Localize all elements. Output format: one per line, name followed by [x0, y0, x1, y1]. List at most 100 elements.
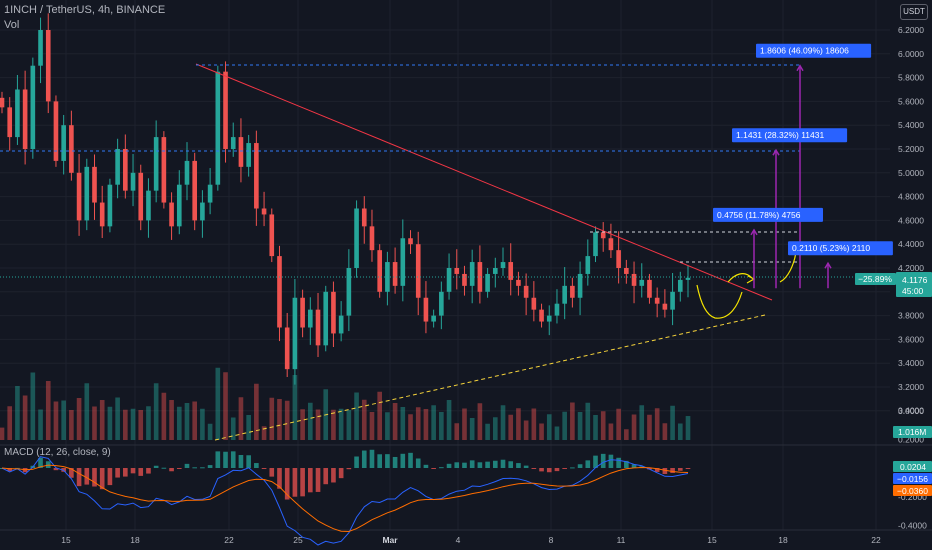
candle-body	[516, 279, 521, 286]
candle-body	[423, 297, 429, 322]
candle-body	[38, 30, 43, 66]
price-tick-label: 5.6000	[898, 96, 924, 106]
volume-bar	[346, 410, 352, 440]
drawings[interactable]: 1.8606 (46.09%) 18606 1.1431 (28.32%) 114…	[0, 43, 893, 441]
volume-bar	[69, 410, 74, 440]
macd-tick-label: 0.2000	[898, 434, 924, 444]
macd-hist-bar	[577, 464, 583, 468]
price-tick-label: 3.0000	[898, 406, 924, 416]
ascending-support-line[interactable]	[214, 314, 766, 441]
currency-button[interactable]: USDT	[900, 4, 928, 20]
volume-bar	[192, 401, 198, 440]
volume-bar	[161, 392, 167, 440]
change-badge-text: −25.89%	[858, 274, 892, 284]
price-tick-label: 4.2000	[898, 263, 924, 273]
volume-bar	[492, 417, 498, 440]
volume-bar	[169, 400, 174, 440]
candle-body	[431, 315, 436, 322]
volume-bar	[238, 397, 244, 440]
volume-bar	[385, 412, 390, 440]
grid	[0, 0, 890, 530]
time-tick-label: 22	[871, 535, 881, 545]
candle-body	[45, 30, 51, 102]
volume-bar	[400, 407, 406, 440]
macd-hist-bar	[685, 468, 691, 469]
macd-hist-bar	[477, 462, 483, 468]
candle-body	[639, 279, 645, 286]
candle-body	[69, 125, 74, 173]
candle-body	[269, 214, 275, 257]
macd-pane	[0, 449, 691, 546]
candle-body	[323, 291, 329, 346]
time-tick-label: 11	[617, 535, 626, 545]
price-tick-label: 5.4000	[898, 120, 924, 130]
target-label-box	[713, 207, 823, 222]
macd-hist-bar	[677, 468, 683, 471]
volume-bar	[439, 412, 444, 440]
candle-body	[192, 160, 198, 221]
time-axis[interactable]: 15 18 22 25 Mar 4 8 11 15 18 22	[61, 535, 881, 545]
macd-hist-bar	[570, 467, 575, 469]
volume-bar	[123, 409, 128, 440]
candle-body	[354, 208, 359, 268]
countdown-text: 45:00	[902, 286, 924, 296]
macd-hist-bar	[408, 452, 413, 468]
volume-bar	[570, 402, 575, 440]
macd-hist-bar	[369, 449, 375, 468]
volume-bar	[585, 402, 591, 440]
macd-hist-bar	[585, 460, 591, 468]
macd-hist-bar	[115, 468, 120, 478]
macd-hist-bar	[469, 460, 475, 468]
volume-bar	[300, 409, 305, 440]
macd-hist-bar	[562, 468, 567, 469]
volume-bar	[76, 398, 82, 440]
macd-hist-bar	[38, 457, 43, 468]
time-tick-label: 18	[778, 535, 788, 545]
target-label-box	[788, 241, 893, 256]
volume-pane	[0, 367, 691, 440]
candle-body	[685, 277, 691, 280]
macd-hist-bar	[616, 457, 621, 468]
volume-bar	[415, 407, 421, 440]
volume-bar	[146, 406, 151, 440]
candle-body	[138, 172, 144, 221]
candle-body	[92, 166, 97, 203]
macd-hist-bar	[554, 468, 560, 472]
macd-hist-bar	[608, 454, 614, 468]
price-tick-label: 5.2000	[898, 144, 924, 154]
price-tick-label: 6.2000	[898, 25, 924, 35]
macd-line	[1, 456, 689, 546]
macd-line-badge: −0.0156	[893, 473, 932, 484]
volume-bar	[616, 408, 621, 440]
candle-body	[415, 244, 421, 298]
candle-body	[277, 256, 282, 328]
candle-body	[207, 184, 213, 203]
volume-bar	[662, 423, 668, 440]
descending-trendline[interactable]	[195, 63, 773, 301]
macd-hist-bar	[377, 454, 382, 468]
volume-bar	[30, 372, 36, 440]
macd-hist-bar	[439, 467, 444, 469]
time-tick-label: 22	[224, 535, 234, 545]
macd-hist-bar	[624, 460, 629, 468]
candle-body	[593, 232, 598, 257]
candle-body	[492, 268, 498, 274]
signal-line	[1, 464, 689, 533]
price-axis[interactable]: 6.2000 6.0000 5.8000 5.6000 5.4000 5.2000 5.00…	[898, 25, 924, 416]
volume-bar	[15, 386, 20, 440]
volume-bar	[562, 411, 567, 440]
macd-hist-bar	[230, 451, 236, 468]
macd-axis[interactable]: 0.4000 0.2000 -0.2000 -0.4000	[898, 406, 927, 531]
volume-bar	[284, 400, 290, 440]
volume-bar	[269, 397, 275, 440]
macd-hist-bar	[215, 451, 221, 468]
macd-hist-bar	[662, 468, 668, 474]
candle-body	[123, 149, 128, 191]
candle-body	[184, 160, 190, 185]
target-arrows[interactable]: 1.8606 (46.09%) 18606 1.1431 (28.32%) 114…	[713, 43, 893, 289]
macd-hist-bar	[130, 468, 136, 474]
macd-hist-badge-text: 0.0204	[900, 462, 926, 472]
volume-bar	[0, 427, 5, 440]
macd-hist-bar	[200, 467, 205, 469]
